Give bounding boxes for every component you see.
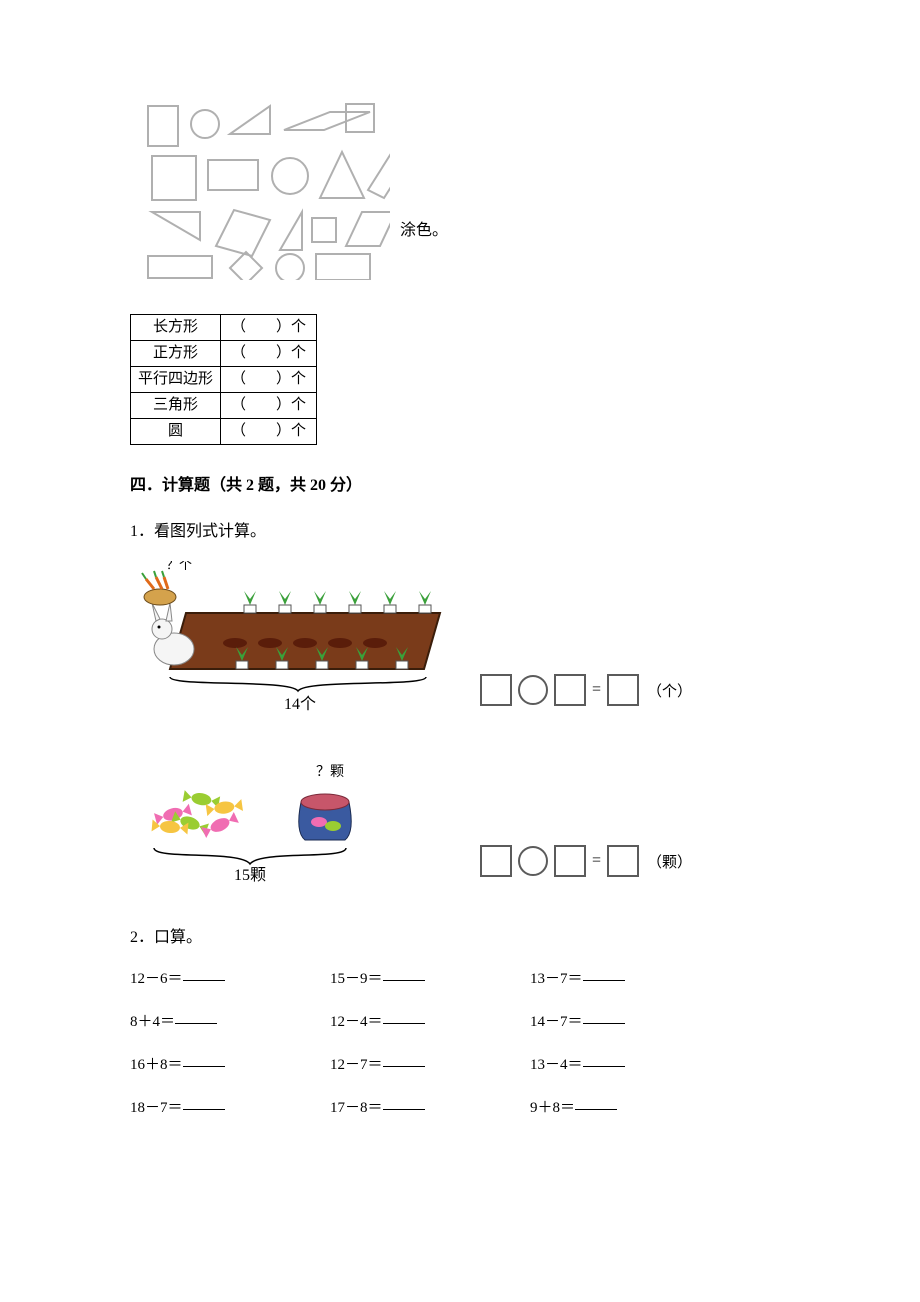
- calc-expr: 12－7＝: [330, 1057, 383, 1073]
- calc-cell: 15－9＝: [330, 967, 530, 988]
- calc-expr: 15－9＝: [330, 971, 383, 987]
- eq-square-icon: [607, 845, 639, 877]
- shapes-diagram: [130, 100, 390, 280]
- shape-count-table: 长方形 （ ）个 正方形 （ ）个 平行四边形 （ ）个 三角形 （ ）个 圆 …: [130, 314, 317, 445]
- eq-unit-1: （个）: [647, 680, 692, 701]
- section-4-title: 四．计算题（共 2 题，共 20 分）: [130, 471, 800, 495]
- shape-blank: （ ）个: [221, 419, 317, 445]
- shape-label: 平行四边形: [131, 367, 221, 393]
- calc-expr: 12－6＝: [130, 971, 183, 987]
- answer-blank[interactable]: [383, 980, 425, 981]
- calc-expr: 14－7＝: [530, 1014, 583, 1030]
- q1-pic1-drawing: ？个 14个: [130, 561, 450, 716]
- calc-expr: 12－4＝: [330, 1014, 383, 1030]
- answer-blank[interactable]: [383, 1109, 425, 1110]
- calc-cell: 17－8＝: [330, 1096, 530, 1117]
- eq-circle-icon: [518, 675, 548, 705]
- answer-blank[interactable]: [183, 980, 225, 981]
- q1-prompt: 1．看图列式计算。: [130, 517, 800, 541]
- answer-blank[interactable]: [383, 1066, 425, 1067]
- table-row: 圆 （ ）个: [131, 419, 317, 445]
- calc-cell: 14－7＝: [530, 1010, 730, 1031]
- q2-prompt: 2．口算。: [130, 923, 800, 947]
- table-row: 平行四边形 （ ）个: [131, 367, 317, 393]
- jar-icon: [299, 794, 352, 840]
- calc-row: 8＋4＝ 12－4＝ 14－7＝: [130, 1010, 800, 1031]
- eq-square-icon: [554, 845, 586, 877]
- shape-blank: （ ）个: [221, 393, 317, 419]
- eq-equals: =: [592, 852, 601, 870]
- eq-unit-2: （颗）: [647, 851, 692, 872]
- calc-cell: 9＋8＝: [530, 1096, 730, 1117]
- eq-circle-icon: [518, 846, 548, 876]
- shape-label: 正方形: [131, 341, 221, 367]
- calc-row: 12－6＝ 15－9＝ 13－7＝: [130, 967, 800, 988]
- shape-blank: （ ）个: [221, 341, 317, 367]
- calc-cell: 16＋8＝: [130, 1053, 330, 1074]
- question-mark-label: ？个: [166, 561, 192, 572]
- basket-icon: [142, 571, 176, 605]
- eq-square-icon: [554, 674, 586, 706]
- table-row: 正方形 （ ）个: [131, 341, 317, 367]
- calc-expr: 18－7＝: [130, 1100, 183, 1116]
- shape-blank: （ ）个: [221, 315, 317, 341]
- page-root: 涂色。 长方形 （ ）个 正方形 （ ）个 平行四边形 （ ）个 三角形 （ ）…: [0, 0, 920, 1199]
- answer-blank[interactable]: [583, 980, 625, 981]
- q1-pic2-drawing: ？颗 15颗: [130, 752, 390, 887]
- calc-cell: 8＋4＝: [130, 1010, 330, 1031]
- q1-picture-2: ？颗 15颗 = （颗）: [130, 752, 800, 887]
- answer-blank[interactable]: [575, 1109, 617, 1110]
- shape-blank: （ ）个: [221, 367, 317, 393]
- calc-row: 16＋8＝ 12－7＝ 13－4＝: [130, 1053, 800, 1074]
- eq-square-icon: [480, 845, 512, 877]
- table-row: 长方形 （ ）个: [131, 315, 317, 341]
- shape-label: 圆: [131, 419, 221, 445]
- calc-cell: 12－4＝: [330, 1010, 530, 1031]
- shapes-label: 涂色。: [400, 216, 448, 240]
- question-mark-label-2: ？颗: [316, 765, 344, 780]
- calc-expr: 17－8＝: [330, 1100, 383, 1116]
- brace-label-2: 15颗: [234, 866, 266, 882]
- shape-label: 三角形: [131, 393, 221, 419]
- candy-jar-svg: ？颗 15颗: [130, 752, 390, 882]
- answer-blank[interactable]: [183, 1066, 225, 1067]
- answer-blank[interactable]: [583, 1023, 625, 1024]
- calc-expr: 9＋8＝: [530, 1100, 575, 1116]
- calc-cell: 13－4＝: [530, 1053, 730, 1074]
- calc-expr: 16＋8＝: [130, 1057, 183, 1073]
- calc-cell: 18－7＝: [130, 1096, 330, 1117]
- answer-blank[interactable]: [383, 1023, 425, 1024]
- calc-grid: 12－6＝ 15－9＝ 13－7＝ 8＋4＝ 12－4＝ 14－7＝ 16＋8＝…: [130, 967, 800, 1117]
- eq-square-icon: [480, 674, 512, 706]
- calc-expr: 8＋4＝: [130, 1014, 175, 1030]
- calc-expr: 13－4＝: [530, 1057, 583, 1073]
- equation-template-2: = （颗）: [480, 845, 692, 877]
- calc-expr: 13－7＝: [530, 971, 583, 987]
- shapes-svg: [130, 100, 390, 280]
- brace-label: 14个: [284, 695, 316, 711]
- calc-cell: 12－6＝: [130, 967, 330, 988]
- equation-template-1: = （个）: [480, 674, 692, 706]
- q1-picture-1: ？个 14个 = （个）: [130, 561, 800, 716]
- eq-equals: =: [592, 681, 601, 699]
- answer-blank[interactable]: [175, 1023, 217, 1024]
- shape-label: 长方形: [131, 315, 221, 341]
- shapes-problem: 涂色。: [130, 100, 800, 280]
- rabbit-garden-svg: ？个 14个: [130, 561, 450, 711]
- table-row: 三角形 （ ）个: [131, 393, 317, 419]
- calc-cell: 12－7＝: [330, 1053, 530, 1074]
- answer-blank[interactable]: [583, 1066, 625, 1067]
- eq-square-icon: [607, 674, 639, 706]
- calc-cell: 13－7＝: [530, 967, 730, 988]
- answer-blank[interactable]: [183, 1109, 225, 1110]
- calc-row: 18－7＝ 17－8＝ 9＋8＝: [130, 1096, 800, 1117]
- candies-icon: [152, 790, 243, 838]
